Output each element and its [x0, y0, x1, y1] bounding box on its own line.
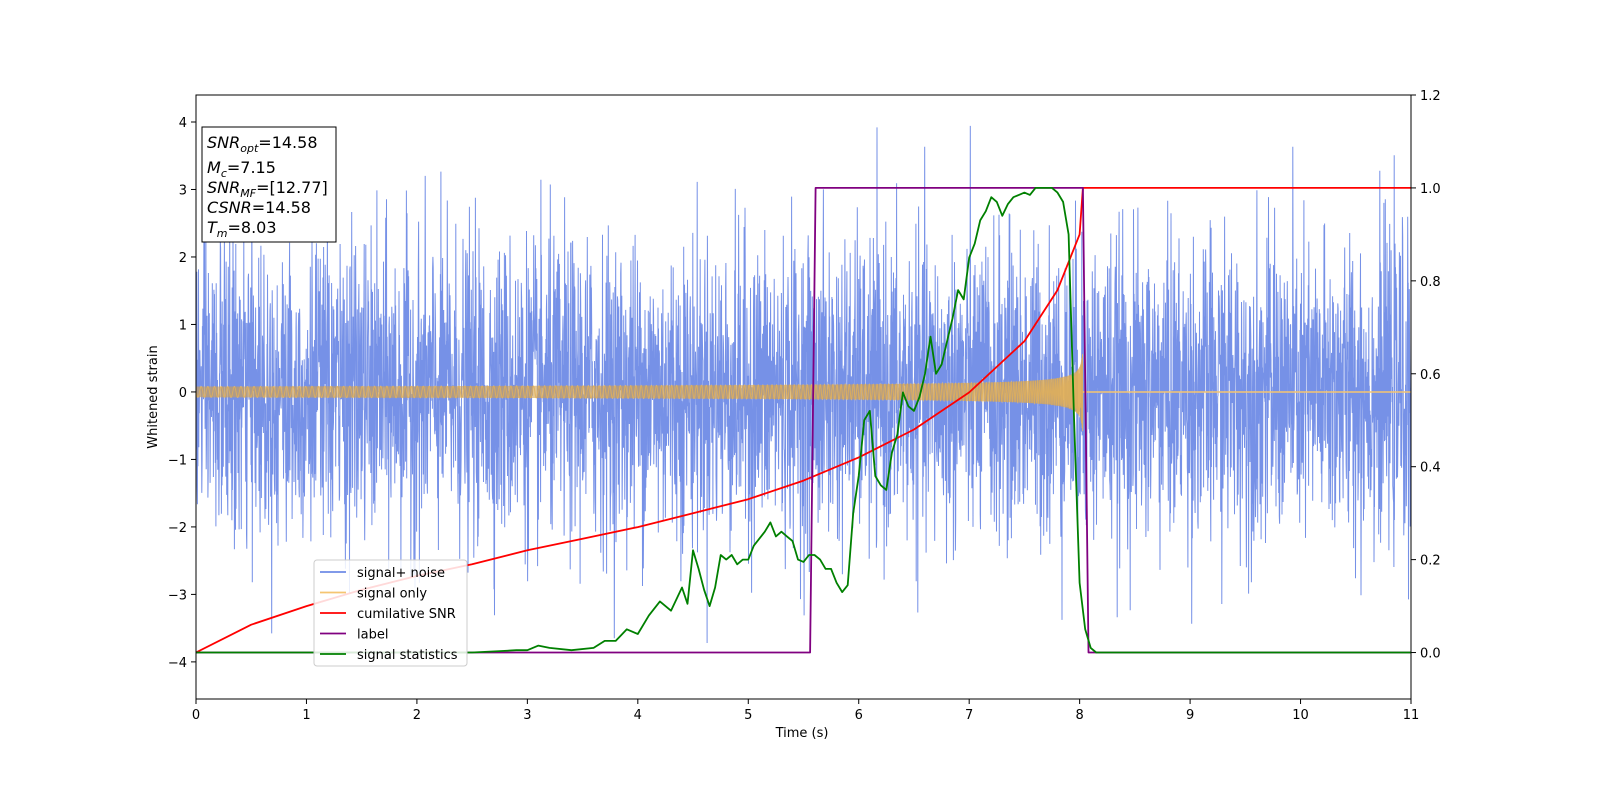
y-tick-label-right: 0.2 — [1420, 554, 1441, 569]
annotation-line: SNRMF=[12.77] — [207, 178, 328, 200]
legend-label: label — [357, 628, 388, 643]
y-tick-label-left: −4 — [168, 656, 187, 671]
annotation-line: CSNR=14.58 — [207, 198, 311, 217]
x-tick-label: 11 — [1403, 708, 1420, 723]
y-axis-label: Whitened strain — [146, 345, 161, 448]
signal-only-series — [196, 352, 1411, 432]
signal-noise-series — [196, 125, 1411, 644]
y-tick-label-left: −1 — [168, 453, 187, 468]
legend-label: signal statistics — [357, 648, 458, 663]
legend-label: signal+ noise — [357, 566, 445, 581]
y-tick-label-left: −2 — [168, 521, 187, 536]
annotation-box: SNRopt=14.58 Mc=7.15SNRMF=[12.77]CSNR=14.… — [201, 126, 337, 243]
plot-frame — [195, 94, 1412, 700]
legend-label: signal only — [357, 587, 427, 602]
y-tick-label-right: 1.0 — [1420, 182, 1441, 197]
legend-label: cumilative SNR — [357, 607, 456, 622]
y-tick-label-right: 0.4 — [1420, 461, 1441, 476]
y-tick-label-left: −3 — [168, 588, 187, 603]
legend: signal+ noise signal only cumilative SNR la… — [313, 559, 468, 667]
plot-area — [196, 125, 1411, 654]
x-tick-label: 2 — [413, 708, 421, 723]
annotation-frame — [201, 126, 337, 243]
y-tick-label-left: 3 — [179, 183, 187, 198]
axes: 0 1 2 3 4 5 6 7 8 9 10 11 −4 −3 −2 −1 0 1 2 3 4 0.0 0.2 0.4 0.6 0… — [168, 89, 1441, 723]
x-tick-label: 3 — [523, 708, 531, 723]
annotation-line: SNRopt=14.58 — [207, 133, 318, 155]
annotation-line: Tm=8.03 — [207, 218, 277, 240]
y-tick-label-right: 0.8 — [1420, 275, 1441, 290]
y-tick-label-right: 1.2 — [1420, 89, 1441, 104]
x-tick-label: 10 — [1292, 708, 1309, 723]
y-tick-label-left: 2 — [179, 251, 187, 266]
x-tick-label: 9 — [1186, 708, 1194, 723]
signal-noise-line — [196, 125, 1411, 644]
x-tick-label: 1 — [302, 708, 310, 723]
signal-only-envelope — [196, 352, 1083, 432]
y-tick-label-left: 1 — [179, 318, 187, 333]
signal-statistics-line — [196, 187, 1411, 654]
x-tick-label: 5 — [744, 708, 752, 723]
x-axis-label: Time (s) — [775, 726, 829, 741]
x-tick-label: 0 — [192, 708, 200, 723]
y-tick-label-left: 4 — [179, 116, 187, 131]
x-tick-label: 6 — [855, 708, 863, 723]
annotation-line: Mc=7.15 — [207, 158, 276, 180]
y-tick-label-left: 0 — [179, 386, 187, 401]
y-tick-label-right: 0.0 — [1420, 647, 1441, 662]
x-tick-label: 8 — [1075, 708, 1083, 723]
y-tick-label-right: 0.6 — [1420, 368, 1441, 383]
x-tick-label: 4 — [634, 708, 642, 723]
x-tick-label: 7 — [965, 708, 973, 723]
legend-frame — [313, 559, 468, 667]
